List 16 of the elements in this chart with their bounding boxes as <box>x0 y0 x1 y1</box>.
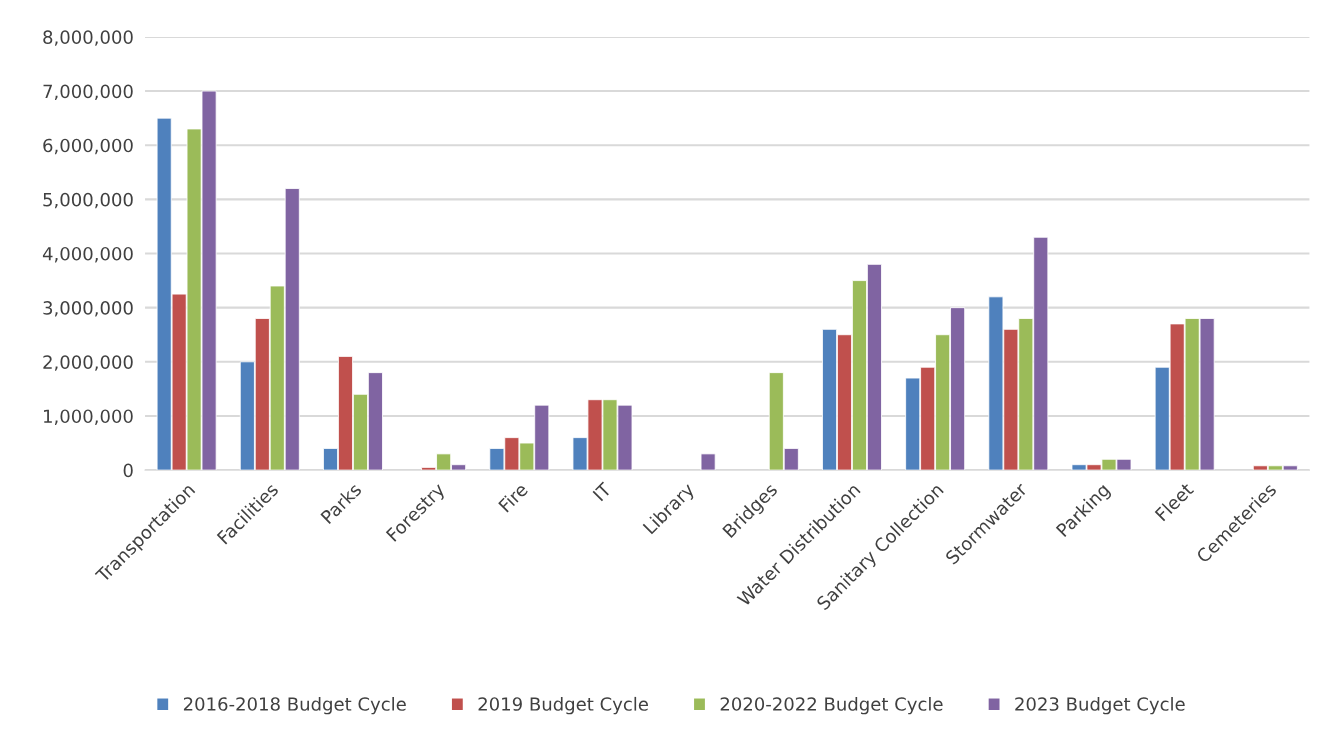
y-tick-label: 7,000,000 <box>43 84 133 101</box>
y-tick-label: 4,000,000 <box>42 246 133 263</box>
legend-label: 2020-2022 Budget Cycle <box>720 696 943 715</box>
y-tick-label: 3,000,000 <box>43 301 133 317</box>
x-tick-label: IT <box>592 481 613 502</box>
y-tick-label: 1,000,000 <box>44 409 133 425</box>
y-tick-label: 2,000,000 <box>43 355 133 371</box>
x-tick-label: Fire <box>497 481 529 513</box>
bar <box>700 453 716 471</box>
y-tick-label: 8,000,000 <box>43 30 133 46</box>
y-tick-label: 5,000,000 <box>43 192 133 209</box>
legend-label: 2016-2018 Budget Cycle <box>183 696 406 715</box>
y-tick-label: 0 <box>123 463 133 478</box>
legend-label: 2019 Budget Cycle <box>478 696 648 715</box>
y-tick-label: 6,000,000 <box>43 138 133 155</box>
legend-label: 2023 Budget Cycle <box>1015 696 1185 715</box>
